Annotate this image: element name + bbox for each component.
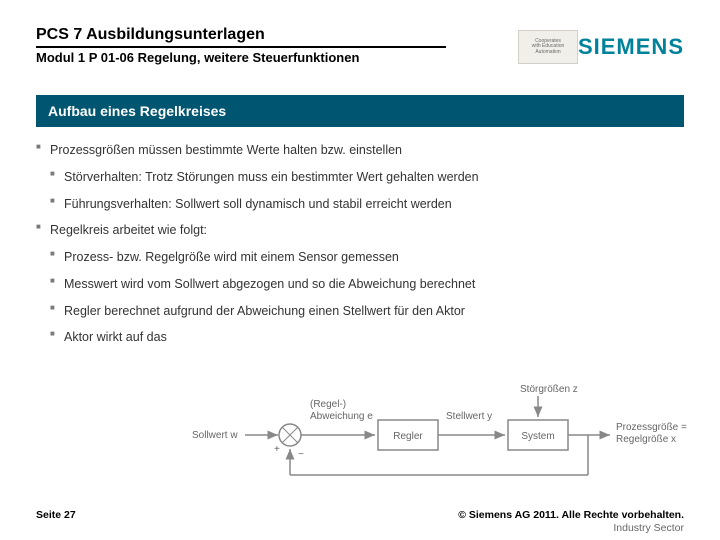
label-system: System xyxy=(521,431,554,442)
bullet-lvl1: Prozessgrößen müssen bestimmte Werte hal… xyxy=(36,141,684,160)
badge-line3: Automation xyxy=(535,50,560,56)
siemens-logo: SIEMENS xyxy=(578,34,684,60)
section-title-bar: Aufbau eines Regelkreises xyxy=(36,95,684,127)
bullet-lvl1: Regelkreis arbeitet wie folgt: xyxy=(36,221,684,240)
minus-sign: − xyxy=(298,449,304,460)
content-area: Prozessgrößen müssen bestimmte Werte hal… xyxy=(0,127,720,347)
page-number: Seite 27 xyxy=(36,509,76,521)
bullet-lvl2: Messwert wird vom Sollwert abgezogen und… xyxy=(36,275,684,294)
bullet-lvl2: Aktor wirkt auf das xyxy=(36,328,684,347)
label-prozess-1: Prozessgröße = xyxy=(616,422,687,433)
label-regler: Regler xyxy=(393,431,423,442)
copyright: © Siemens AG 2011. Alle Rechte vorbehalt… xyxy=(36,509,684,521)
label-abweichung-2: Abweichung e xyxy=(310,411,373,422)
label-stellwert: Stellwert y xyxy=(446,411,492,422)
plus-sign: + xyxy=(274,444,280,455)
label-prozess-2: Regelgröße x xyxy=(616,434,676,445)
label-sollwert: Sollwert w xyxy=(192,430,238,441)
title-underline xyxy=(36,46,446,48)
label-abweichung-1: (Regel-) xyxy=(310,399,346,410)
bullet-list: Prozessgrößen müssen bestimmte Werte hal… xyxy=(36,141,684,347)
bullet-lvl2: Führungsverhalten: Sollwert soll dynamis… xyxy=(36,195,684,214)
label-stoer: Störgrößen z xyxy=(520,384,578,395)
bullet-lvl2: Prozess- bzw. Regelgröße wird mit einem … xyxy=(36,248,684,267)
section-title: Aufbau eines Regelkreises xyxy=(48,103,226,119)
slide-header: PCS 7 Ausbildungsunterlagen Modul 1 P 01… xyxy=(0,0,720,73)
bullet-lvl2: Störverhalten: Trotz Störungen muss ein … xyxy=(36,168,684,187)
partner-badge: Cooperates with Education Automation xyxy=(518,30,578,64)
bullet-lvl2: Regler berechnet aufgrund der Abweichung… xyxy=(36,302,684,321)
slide-footer: Seite 27 © Siemens AG 2011. Alle Rechte … xyxy=(36,509,684,534)
sector-label: Industry Sector xyxy=(36,522,684,534)
control-loop-diagram: Sollwert w + − (Regel-) Abweichung e Reg… xyxy=(190,380,690,490)
